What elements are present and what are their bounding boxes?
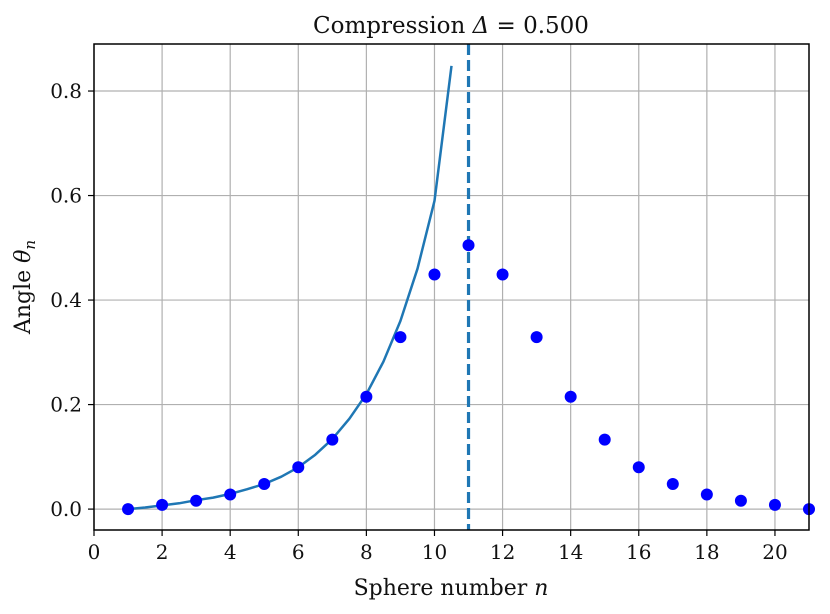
- data-point: [156, 498, 169, 511]
- x-tick-label: 12: [490, 540, 515, 564]
- data-point: [496, 268, 509, 281]
- y-tick-label: 0.2: [50, 393, 82, 417]
- data-point: [122, 503, 135, 516]
- y-tick-label: 0.4: [50, 288, 82, 312]
- data-point: [190, 494, 203, 507]
- data-point: [666, 478, 679, 491]
- data-point: [632, 461, 645, 474]
- data-point: [292, 461, 305, 474]
- data-point: [700, 488, 713, 501]
- x-tick-label: 4: [224, 540, 237, 564]
- data-point: [428, 268, 441, 281]
- x-ticks: 0 2 4 6 8 10 12 14 16 18 20: [88, 530, 788, 564]
- x-tick-label: 6: [292, 540, 305, 564]
- x-tick-label: 10: [422, 540, 447, 564]
- y-tick-label: 0.0: [50, 497, 82, 521]
- data-point: [224, 488, 237, 501]
- x-axis-label: Sphere number n: [354, 576, 549, 601]
- plot-frame: [93, 43, 810, 531]
- data-point: [326, 433, 339, 446]
- series-line: [127, 65, 453, 511]
- x-tick-label: 14: [558, 540, 583, 564]
- data-point: [530, 331, 543, 344]
- fit-curve: [127, 65, 453, 511]
- x-tick-label: 20: [762, 540, 787, 564]
- chart-title: Compression Δ = 0.500: [313, 13, 589, 39]
- data-point: [394, 331, 407, 344]
- grid-lines: [93, 44, 809, 530]
- x-tick-label: 8: [360, 540, 373, 564]
- y-ticks: 0.0 0.2 0.4 0.6 0.8: [50, 79, 94, 521]
- y-tick-label: 0.6: [50, 184, 82, 208]
- data-point: [598, 433, 611, 446]
- data-point: [564, 390, 577, 403]
- data-point: [258, 478, 271, 491]
- data-point: [360, 390, 373, 403]
- data-point: [462, 239, 475, 252]
- x-tick-label: 16: [626, 540, 651, 564]
- x-tick-label: 0: [88, 540, 101, 564]
- x-tick-label: 18: [694, 540, 719, 564]
- data-point: [768, 498, 781, 511]
- data-point: [734, 494, 747, 507]
- x-tick-label: 2: [156, 540, 169, 564]
- y-tick-label: 0.8: [50, 79, 82, 103]
- y-axis-label: Angle θn: [11, 240, 39, 335]
- series-points: [122, 239, 815, 516]
